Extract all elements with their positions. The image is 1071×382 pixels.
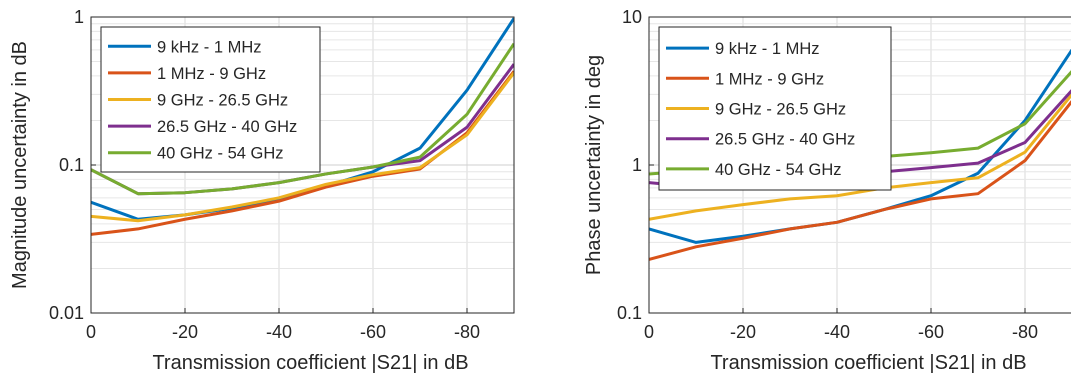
chart1-ytick-label: 0.01 xyxy=(49,303,84,323)
chart2-series-line-2 xyxy=(649,100,1071,261)
chart1-xtick-label: -20 xyxy=(172,322,198,342)
chart1: 0 -20 -40 -60 -80 0.01 0.1 1 Transmission coeffi… xyxy=(9,7,515,374)
chart1-legend-label-3: 9 GHz - 26.5 GHz xyxy=(157,92,288,110)
chart1-y-axis-label: Magnitude uncertainty in dB xyxy=(9,41,31,289)
chart2-legend-label-4: 26.5 GHz - 40 GHz xyxy=(715,131,855,149)
chart1-xtick-label: -60 xyxy=(360,322,386,342)
chart2: 0 -20 -40 -60 -80 0.1 1 10 Transmission coeffici… xyxy=(583,7,1071,374)
chart1-series-line-5 xyxy=(91,42,514,196)
chart2-xtick-label: -40 xyxy=(824,322,850,342)
chart1-legend-label-1: 9 kHz - 1 MHz xyxy=(157,38,262,56)
chart1-legend-label-2: 1 MHz - 9 GHz xyxy=(157,65,266,83)
chart1-xtick-label: -40 xyxy=(266,322,292,342)
chart2-legend: 9 kHz - 1 MHz 1 MHz - 9 GHz 9 GHz - 26.5 G… xyxy=(658,26,892,191)
chart1-legend: 9 kHz - 1 MHz 1 MHz - 9 GHz 9 GHz - 26.5 G… xyxy=(100,26,321,173)
chart1-legend-label-5: 40 GHz - 54 GHz xyxy=(157,145,284,163)
chart2-y-axis-label: Phase uncertainty in deg xyxy=(583,55,605,275)
chart1-ytick-label: 1 xyxy=(74,7,84,27)
chart2-xtick-label: -80 xyxy=(1012,322,1038,342)
chart1-ytick-label: 0.1 xyxy=(59,155,84,175)
chart2-legend-label-5: 40 GHz - 54 GHz xyxy=(715,161,842,179)
chart1-series xyxy=(91,17,514,236)
chart1-xtick-label: 0 xyxy=(86,322,96,342)
chart2-ytick-label: 1 xyxy=(632,155,642,175)
chart1-xtick-label: -80 xyxy=(454,322,480,342)
chart2-xtick-label: -20 xyxy=(730,322,756,342)
chart2-legend-label-3: 9 GHz - 26.5 GHz xyxy=(715,101,846,119)
chart2-xtick-label: 0 xyxy=(644,322,654,342)
chart2-legend-label-1: 9 kHz - 1 MHz xyxy=(715,40,820,58)
chart2-legend-label-2: 1 MHz - 9 GHz xyxy=(715,70,824,88)
chart2-ytick-label: 10 xyxy=(622,7,642,27)
chart1-legend-label-4: 26.5 GHz - 40 GHz xyxy=(157,118,297,136)
chart2-series-line-3 xyxy=(649,93,1071,221)
chart2-xtick-label: -60 xyxy=(918,322,944,342)
chart1-series-line-3 xyxy=(91,71,514,223)
chart2-ytick-label: 0.1 xyxy=(617,303,642,323)
chart1-x-axis-label: Transmission coefficient |S21| in dB xyxy=(152,352,468,374)
chart2-x-axis-label: Transmission coefficient |S21| in dB xyxy=(710,352,1026,374)
